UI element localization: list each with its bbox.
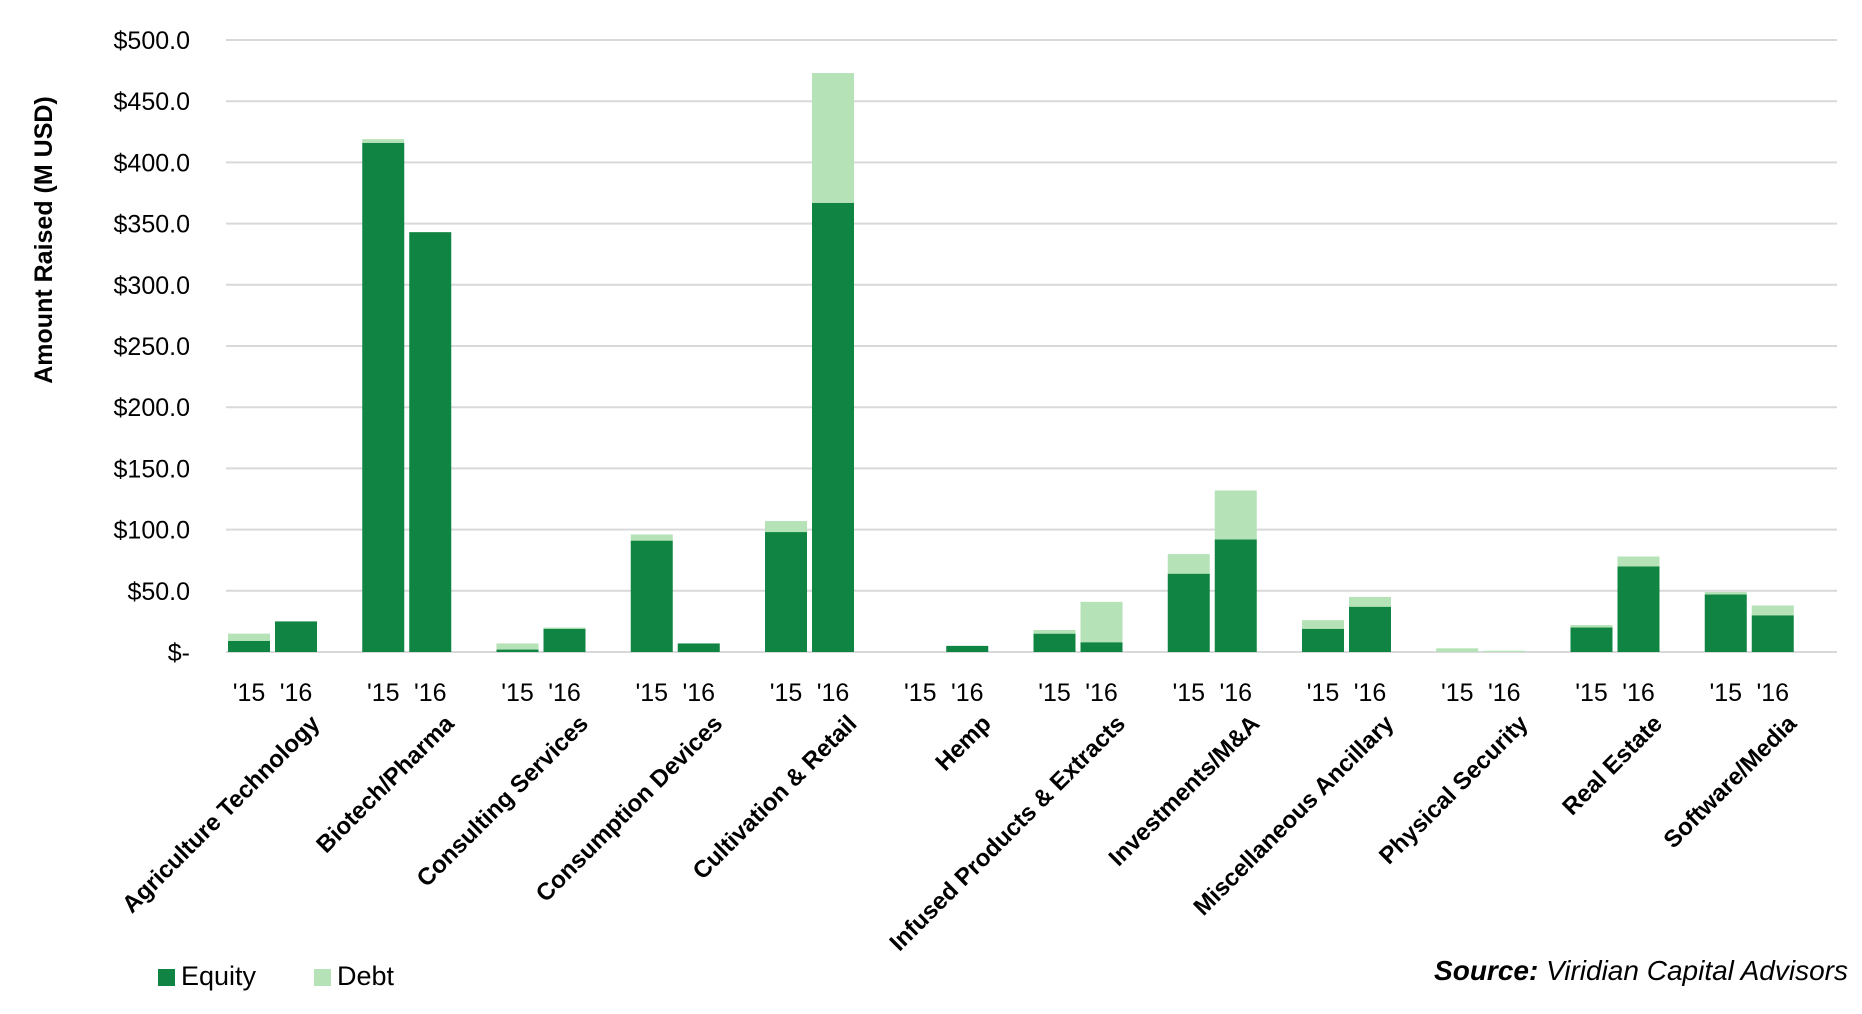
period-label: '16 [1756, 679, 1789, 707]
bar-equity [496, 649, 539, 652]
bar-equity [1214, 539, 1257, 652]
period-label: '15 [1575, 679, 1608, 707]
bar-equity [1704, 594, 1747, 652]
legend-label-equity: Equity [181, 961, 257, 991]
period-label: '15 [1441, 679, 1474, 707]
period-label: '16 [1219, 679, 1252, 707]
bar-debt [765, 521, 807, 533]
y-tick-label: $300.0 [114, 272, 190, 300]
bar-debt [1570, 625, 1613, 628]
category-label: Agriculture Technology [117, 710, 326, 919]
bar-equity [1751, 615, 1794, 652]
bar-debt [1214, 490, 1257, 540]
bar-equity [812, 202, 854, 653]
bar-equity [362, 142, 405, 653]
bar-debt [1167, 554, 1210, 574]
bar-debt [496, 643, 539, 650]
period-label: '15 [904, 679, 937, 707]
bar-debt [1436, 648, 1479, 652]
period-label: '16 [951, 679, 984, 707]
bar-debt [1033, 629, 1076, 634]
bar-equity [275, 621, 317, 652]
y-tick-label: $200.0 [114, 394, 190, 422]
bar-debt [630, 534, 673, 541]
y-tick-label: $500.0 [114, 27, 190, 55]
period-label: '16 [1488, 679, 1521, 707]
category-label: Hemp [930, 710, 996, 776]
bar-equity [677, 643, 720, 652]
bar-equity [543, 628, 586, 652]
period-label: '16 [548, 679, 581, 707]
y-axis-ticks: $- $50.0 $100.0 $150.0 $200.0 $250.0 $300.0 $35… [114, 27, 190, 667]
category-label: Biotech/Pharma [311, 710, 460, 859]
bar-debt [1483, 650, 1526, 652]
y-tick-label: $350.0 [114, 211, 190, 239]
bar-debt [1751, 605, 1794, 616]
category-label: Real Estate [1557, 710, 1668, 821]
source-text: Viridian Capital Advisors [1538, 955, 1848, 986]
period-label: '15 [1038, 679, 1071, 707]
period-label: '15 [1709, 679, 1742, 707]
bar-equity [765, 532, 807, 652]
category-label: Infused Products & Extracts [884, 710, 1130, 956]
period-label: '15 [367, 679, 400, 707]
bar-debt [1617, 556, 1660, 567]
period-label: '16 [682, 679, 715, 707]
period-label: '15 [770, 679, 803, 707]
category-label: Software/Media [1659, 710, 1803, 854]
bar-equity [228, 640, 270, 652]
period-label: '16 [414, 679, 447, 707]
period-label: '16 [1622, 679, 1655, 707]
bar-debt [1349, 596, 1391, 607]
period-label: '16 [1085, 679, 1118, 707]
bar-equity [946, 645, 989, 652]
y-tick-label: $400.0 [114, 149, 190, 177]
bar-equity [1617, 566, 1660, 652]
bar-debt [1080, 601, 1123, 643]
bar-equity [1302, 628, 1344, 652]
bar-debt [1302, 620, 1344, 629]
bar-equity [630, 540, 673, 652]
period-label: '16 [1354, 679, 1387, 707]
source-note: Source: Viridian Capital Advisors [1434, 955, 1848, 987]
legend-label-debt: Debt [337, 961, 395, 991]
bar-debt [228, 633, 270, 641]
bar-equity [1167, 573, 1210, 652]
period-label: '15 [1172, 679, 1205, 707]
y-tick-label: $450.0 [114, 88, 190, 116]
source-label: Source: [1434, 955, 1539, 986]
bar-equity [409, 232, 452, 652]
legend-swatch-equity [158, 969, 175, 986]
bar-equity [1033, 633, 1076, 652]
bar-equity [1349, 606, 1391, 652]
bar-debt [543, 627, 586, 629]
bar-debt [362, 139, 405, 143]
period-label: '16 [817, 679, 850, 707]
y-tick-label: $100.0 [114, 517, 190, 545]
bar-debt [1704, 592, 1747, 595]
period-label: '15 [1307, 679, 1340, 707]
y-tick-label: $- [168, 639, 190, 667]
category-label: Investments/M&A [1104, 710, 1265, 871]
category-label: Physical Security [1374, 710, 1534, 870]
y-tick-label: $50.0 [127, 578, 190, 606]
legend-swatch-debt [314, 969, 331, 986]
bar-debt [812, 73, 854, 203]
x-axis-labels: '15 '16 Agriculture Technology '15 '16 Biotec… [117, 679, 1803, 957]
bar-equity [1570, 627, 1613, 652]
y-tick-label: $150.0 [114, 455, 190, 483]
period-label: '15 [233, 679, 266, 707]
legend: Equity Debt [158, 961, 395, 991]
bars [228, 73, 1794, 653]
y-tick-label: $250.0 [114, 333, 190, 361]
period-label: '15 [501, 679, 534, 707]
bar-equity [1080, 642, 1123, 652]
y-axis-label: Amount Raised (M USD) [30, 96, 58, 384]
gridlines [226, 39, 1837, 653]
period-label: '16 [280, 679, 313, 707]
period-label: '15 [635, 679, 668, 707]
